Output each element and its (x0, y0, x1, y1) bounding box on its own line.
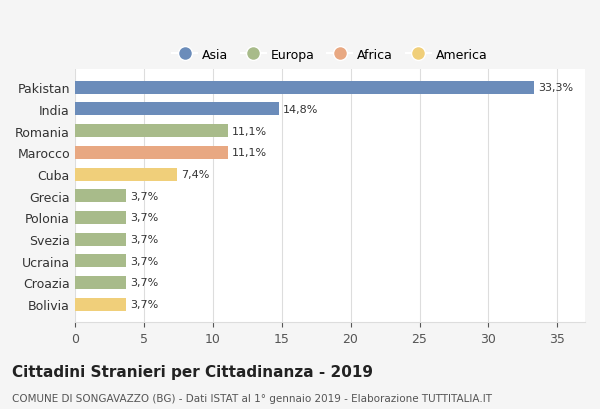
Bar (75, 190, 126, 203)
Bar (75, 298, 126, 311)
Text: 3,7%: 3,7% (130, 234, 158, 245)
Bar (75, 146, 228, 160)
Bar (75, 103, 279, 116)
Text: Cittadini Stranieri per Cittadinanza - 2019: Cittadini Stranieri per Cittadinanza - 2… (12, 364, 373, 379)
Text: 33,3%: 33,3% (538, 83, 573, 93)
Bar (75, 211, 126, 224)
Legend: Asia, Europa, Africa, America: Asia, Europa, Africa, America (167, 44, 493, 67)
Bar (75, 254, 126, 267)
Text: 7,4%: 7,4% (181, 170, 209, 180)
Text: COMUNE DI SONGAVAZZO (BG) - Dati ISTAT al 1° gennaio 2019 - Elaborazione TUTTITA: COMUNE DI SONGAVAZZO (BG) - Dati ISTAT a… (12, 393, 492, 403)
Text: 3,7%: 3,7% (130, 191, 158, 201)
Text: 3,7%: 3,7% (130, 278, 158, 288)
Text: 3,7%: 3,7% (130, 299, 158, 309)
Text: 11,1%: 11,1% (232, 126, 267, 136)
Bar (75, 168, 177, 181)
Bar (75, 233, 126, 246)
Bar (75, 81, 534, 94)
Bar (75, 276, 126, 289)
Text: 11,1%: 11,1% (232, 148, 267, 158)
Text: 3,7%: 3,7% (130, 256, 158, 266)
Text: 14,8%: 14,8% (283, 105, 319, 115)
Bar (75, 125, 228, 138)
Text: 3,7%: 3,7% (130, 213, 158, 223)
